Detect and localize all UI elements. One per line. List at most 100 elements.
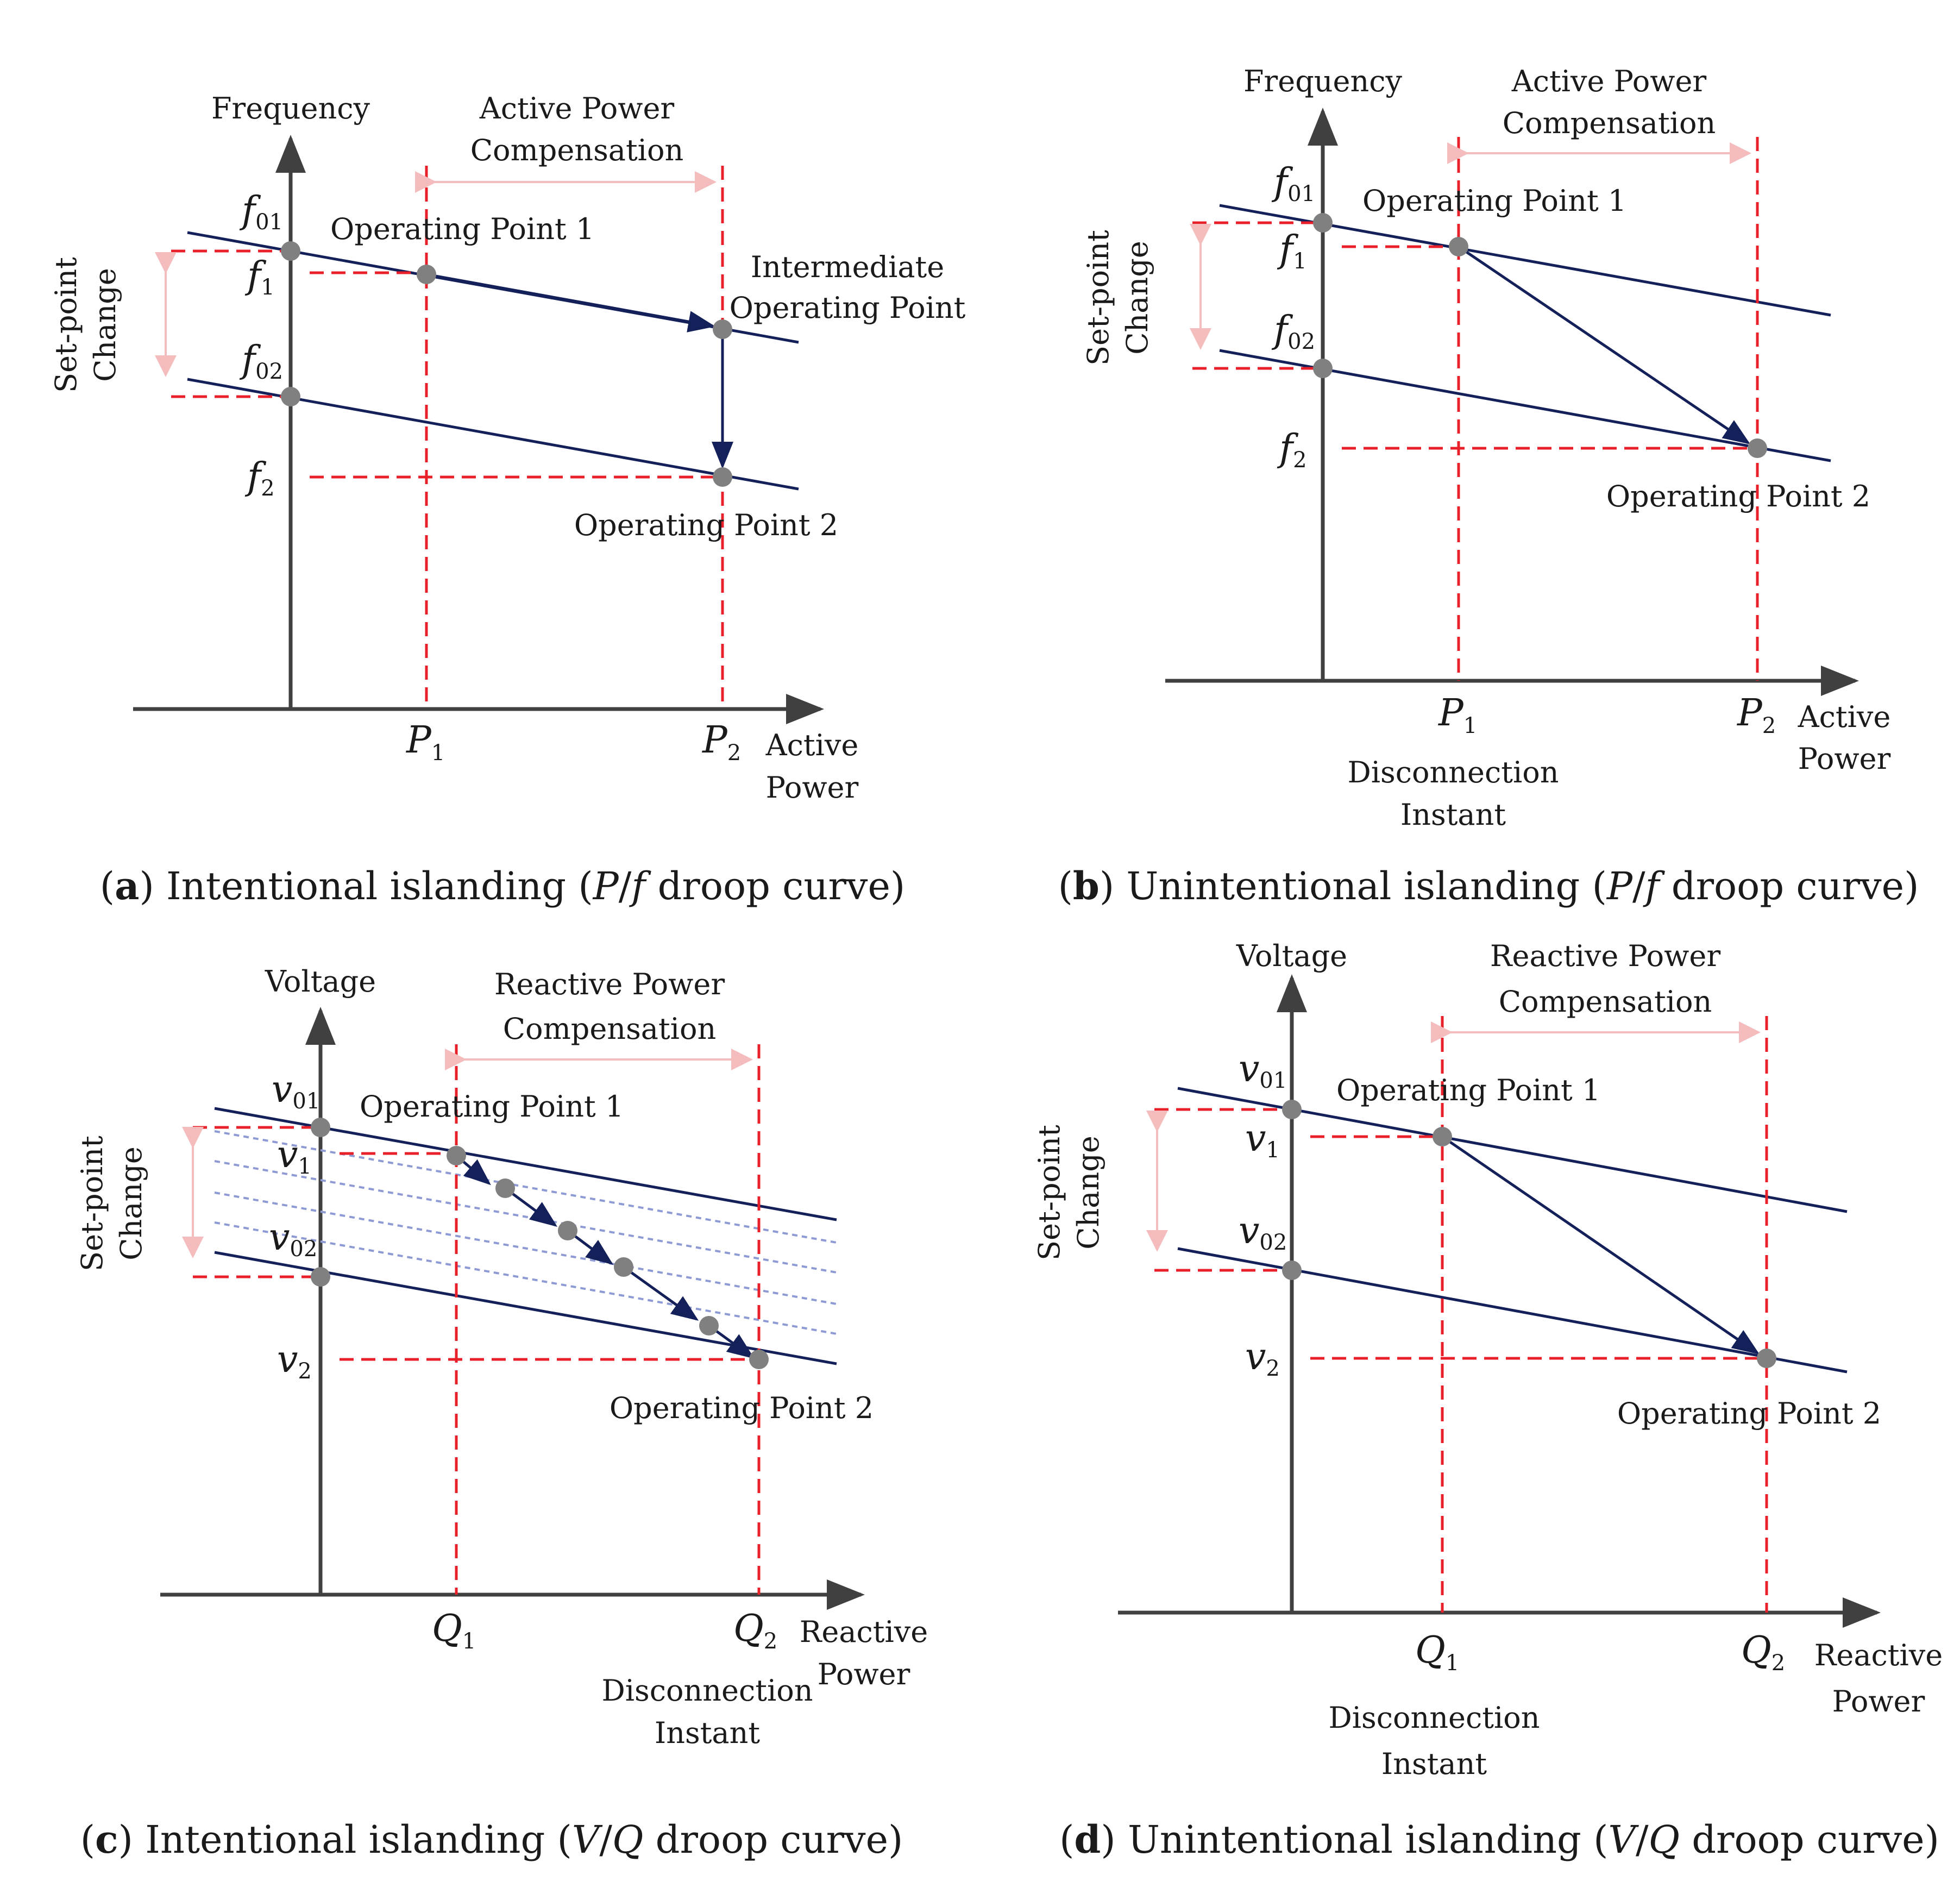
a-droop-line-lower <box>187 378 799 491</box>
b-droop-line-lower <box>1219 349 1831 462</box>
c-caption: (c) Intentional islanding (V/Q droop cur… <box>80 1817 903 1862</box>
b-label-p1: P1 <box>1437 692 1477 738</box>
c-point-op1 <box>447 1146 466 1165</box>
d-comp-label-1: Reactive Power <box>1490 939 1720 973</box>
c-disconnection-label-2: Instant <box>655 1716 760 1750</box>
b-x-axis-label-1: Active <box>1798 700 1891 734</box>
c-setpoint-label-1: Set-point <box>75 1136 109 1271</box>
panel-c: Voltage Reactive Power Compensation Oper… <box>75 964 928 1862</box>
c-guide-line-4 <box>214 1221 837 1335</box>
a-intermediate-label-2: Operating Point <box>730 291 966 325</box>
d-disconnection-label-1: Disconnection <box>1328 1701 1540 1735</box>
d-op1-label: Operating Point 1 <box>1336 1073 1600 1107</box>
d-comp-label-2: Compensation <box>1499 985 1712 1019</box>
c-setpoint-label-2: Change <box>114 1146 148 1261</box>
c-label-q2: Q2 <box>733 1607 777 1654</box>
b-label-f1: f1 <box>1277 228 1307 274</box>
b-label-f2: f2 <box>1277 427 1307 473</box>
a-setpoint-label-2: Change <box>88 268 122 382</box>
a-trace-1 <box>426 273 715 333</box>
b-trace <box>1458 245 1751 444</box>
c-label-q1: Q1 <box>432 1607 476 1654</box>
d-label-v02: v02 <box>1239 1209 1287 1255</box>
c-label-v01: v01 <box>272 1068 320 1114</box>
a-label-f1: f1 <box>244 254 275 300</box>
d-x-axis-label-2: Power <box>1832 1684 1925 1719</box>
c-point-v02 <box>311 1267 330 1287</box>
b-comp-label-2: Compensation <box>1503 106 1716 140</box>
c-droop-line-lower <box>214 1251 837 1365</box>
c-x-axis-label-1: Reactive <box>800 1615 928 1649</box>
a-label-p1: P1 <box>405 719 445 766</box>
panel-d: Voltage Reactive Power Compensation Oper… <box>1032 939 1943 1862</box>
c-op2-label: Operating Point 2 <box>610 1391 874 1425</box>
b-disconnection-label-2: Instant <box>1400 798 1506 832</box>
c-guide-line-2 <box>214 1160 837 1274</box>
c-comp-label-1: Reactive Power <box>494 967 725 1001</box>
c-point-step-2 <box>558 1221 577 1240</box>
d-label-v01: v01 <box>1239 1048 1287 1093</box>
panel-a: Frequency Active Power Compensation Oper… <box>49 91 966 908</box>
c-point-v01 <box>311 1118 330 1137</box>
a-label-p2: P2 <box>701 719 741 766</box>
d-label-v1: v1 <box>1245 1117 1280 1163</box>
c-point-step-1 <box>495 1178 515 1198</box>
c-op1-label: Operating Point 1 <box>360 1089 624 1124</box>
a-x-axis-label-1: Active <box>765 728 859 762</box>
panel-b: Frequency Active Power Compensation Oper… <box>1058 64 1919 908</box>
c-guide-line-3 <box>214 1192 837 1305</box>
a-point-op1 <box>417 265 436 284</box>
c-point-op2 <box>749 1350 769 1369</box>
b-point-op1 <box>1449 237 1468 256</box>
b-op2-label: Operating Point 2 <box>1606 479 1870 513</box>
b-x-axis-label-2: Power <box>1798 742 1891 776</box>
d-setpoint-label-1: Set-point <box>1032 1125 1066 1261</box>
b-caption: (b) Unintentional islanding (P/f droop c… <box>1058 863 1919 908</box>
a-caption: (a) Intentional islanding (P/f droop cur… <box>100 863 905 908</box>
a-point-f02 <box>281 387 300 406</box>
a-y-axis-label: Frequency <box>211 91 370 126</box>
d-y-axis-label: Voltage <box>1236 939 1347 973</box>
c-trace-2 <box>504 1187 558 1227</box>
b-op1-label: Operating Point 1 <box>1362 184 1626 218</box>
c-x-axis-label-2: Power <box>818 1657 910 1691</box>
a-point-f01 <box>281 241 300 261</box>
c-trace-4 <box>623 1265 699 1321</box>
b-setpoint-label-1: Set-point <box>1081 230 1115 366</box>
a-point-op2 <box>713 467 732 487</box>
d-droop-line-lower <box>1177 1247 1848 1374</box>
a-comp-label-2: Compensation <box>470 133 684 167</box>
d-label-v2: v2 <box>1245 1335 1280 1381</box>
b-label-f01: f01 <box>1271 161 1315 206</box>
d-label-q2: Q2 <box>1741 1629 1785 1676</box>
b-label-p2: P2 <box>1736 692 1776 738</box>
b-y-axis-label: Frequency <box>1243 64 1403 98</box>
a-label-f01: f01 <box>239 189 283 235</box>
c-comp-label-2: Compensation <box>503 1012 717 1046</box>
a-intermediate-label-1: Intermediate <box>751 250 944 284</box>
c-point-step-4 <box>699 1316 719 1335</box>
b-point-f02 <box>1313 359 1333 378</box>
b-setpoint-label-2: Change <box>1120 241 1154 355</box>
c-label-v02: v02 <box>269 1216 317 1262</box>
a-x-axis-label-2: Power <box>766 770 859 805</box>
d-op2-label: Operating Point 2 <box>1617 1396 1881 1431</box>
b-comp-label-1: Active Power <box>1511 64 1707 98</box>
d-setpoint-label-2: Change <box>1071 1136 1105 1250</box>
c-y-axis-label: Voltage <box>265 964 376 999</box>
d-x-axis-label-1: Reactive <box>1814 1638 1943 1672</box>
d-point-v01 <box>1282 1100 1302 1119</box>
c-label-v1: v1 <box>277 1133 312 1179</box>
d-point-op1 <box>1433 1127 1452 1146</box>
a-setpoint-label-1: Set-point <box>49 257 83 393</box>
b-point-f01 <box>1313 213 1333 233</box>
c-label-v2: v2 <box>277 1338 312 1384</box>
d-trace <box>1441 1135 1760 1355</box>
c-disconnection-label-1: Disconnection <box>601 1673 813 1708</box>
a-op1-label: Operating Point 1 <box>330 212 594 246</box>
a-label-f02: f02 <box>239 338 283 384</box>
d-point-v02 <box>1282 1261 1302 1280</box>
c-point-step-3 <box>614 1257 633 1277</box>
a-point-intermediate <box>713 319 732 339</box>
a-op2-label: Operating Point 2 <box>574 508 838 542</box>
